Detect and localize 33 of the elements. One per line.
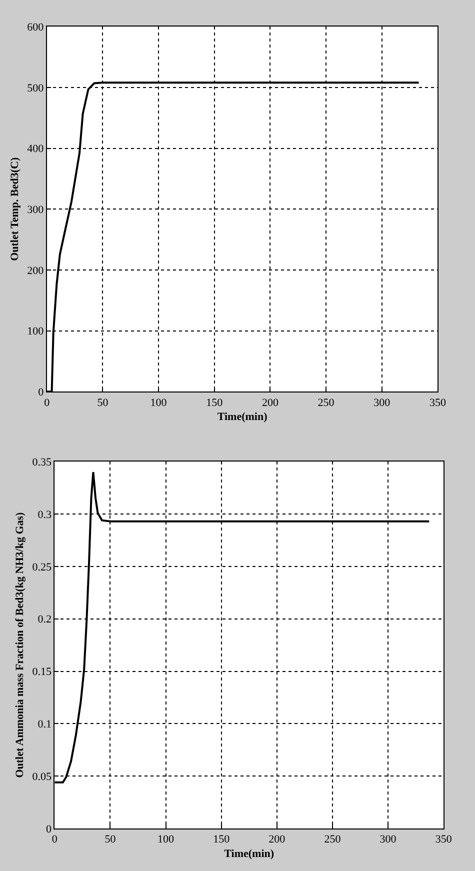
x-tick-label: 200	[268, 834, 286, 846]
x-tick-label: 50	[97, 396, 109, 409]
y-tick-label: 100	[27, 326, 44, 338]
x-tick-label: 150	[206, 396, 224, 409]
y-tick-label: 0.05	[32, 770, 52, 783]
y-tick-label: 0	[46, 823, 52, 836]
y-tick-label: 400	[27, 143, 44, 156]
x-tick-label: 200	[262, 396, 279, 409]
y-tick-label: 0	[38, 386, 44, 398]
y-tick-label: 300	[27, 204, 44, 216]
x-tick-label: 50	[104, 834, 116, 846]
y-axis-title: Outlet Temp. Bed3(C)	[8, 157, 21, 261]
y-tick-label: 0.35	[32, 456, 52, 468]
x-axis-title: Time(min)	[217, 411, 268, 423]
x-tick-label: 250	[324, 834, 342, 846]
y-tick-label: 600	[27, 22, 44, 34]
y-axis-title: Outlet Ammonia mass Fraction of Bed3(kg NH3/kg Gas)	[14, 512, 26, 778]
y-tick-label: 0.25	[32, 561, 52, 574]
x-tick-label: 300	[374, 396, 391, 409]
x-tick-label: 150	[213, 834, 230, 846]
y-tick-label: 200	[27, 264, 44, 277]
y-tick-label: 0.2	[38, 614, 52, 626]
y-tick-label: 0.15	[32, 666, 52, 678]
x-tick-label: 350	[435, 834, 452, 846]
y-tick-label: 500	[27, 82, 44, 94]
x-tick-label: 100	[150, 396, 168, 409]
x-tick-label: 100	[158, 834, 175, 846]
x-axis-title: Time(min)	[224, 848, 274, 860]
y-tick-label: 0.1	[38, 718, 52, 731]
x-tick-label: 250	[318, 396, 335, 409]
y-tick-label: 0.3	[38, 508, 52, 521]
x-tick-label: 300	[380, 834, 397, 846]
x-tick-label: 350	[429, 396, 446, 409]
